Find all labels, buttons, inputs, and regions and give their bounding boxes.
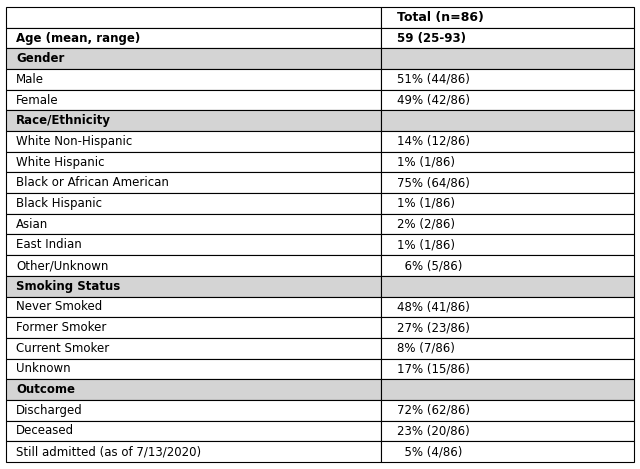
Text: 75% (64/86): 75% (64/86) — [397, 176, 470, 189]
Text: East Indian: East Indian — [16, 238, 82, 251]
Bar — [381, 421, 634, 441]
Text: Female: Female — [16, 94, 59, 106]
Text: White Hispanic: White Hispanic — [16, 156, 104, 169]
Text: Race/Ethnicity: Race/Ethnicity — [16, 114, 111, 127]
Text: 48% (41/86): 48% (41/86) — [397, 300, 470, 313]
Text: 27% (23/86): 27% (23/86) — [397, 321, 470, 334]
Text: Total (n=86): Total (n=86) — [397, 11, 484, 24]
Text: Asian: Asian — [16, 218, 48, 231]
Text: Still admitted (as of 7/13/2020): Still admitted (as of 7/13/2020) — [16, 445, 201, 458]
Text: Gender: Gender — [16, 52, 65, 65]
Bar — [6, 359, 381, 379]
Bar — [6, 234, 381, 255]
Bar — [381, 276, 634, 296]
Bar — [381, 173, 634, 193]
Bar — [381, 234, 634, 255]
Bar — [6, 400, 381, 421]
Bar — [6, 28, 381, 48]
Bar — [381, 7, 634, 28]
Text: 2% (2/86): 2% (2/86) — [397, 218, 455, 231]
Bar — [6, 214, 381, 234]
Text: White Non-Hispanic: White Non-Hispanic — [16, 135, 132, 148]
Bar — [6, 296, 381, 317]
Bar — [381, 400, 634, 421]
Text: 1% (1/86): 1% (1/86) — [397, 197, 455, 210]
Text: 23% (20/86): 23% (20/86) — [397, 424, 470, 438]
Text: 1% (1/86): 1% (1/86) — [397, 238, 455, 251]
Bar — [6, 131, 381, 152]
Bar — [381, 69, 634, 90]
Text: 6% (5/86): 6% (5/86) — [397, 259, 462, 272]
Bar — [381, 193, 634, 214]
Bar — [6, 110, 381, 131]
Bar — [381, 359, 634, 379]
Text: Current Smoker: Current Smoker — [16, 342, 109, 355]
Text: 17% (15/86): 17% (15/86) — [397, 363, 470, 375]
Text: 5% (4/86): 5% (4/86) — [397, 445, 462, 458]
Bar — [6, 7, 381, 28]
Bar — [6, 173, 381, 193]
Text: Deceased: Deceased — [16, 424, 74, 438]
Text: Former Smoker: Former Smoker — [16, 321, 106, 334]
Bar — [6, 193, 381, 214]
Bar — [6, 69, 381, 90]
Bar — [381, 90, 634, 110]
Text: 59 (25-93): 59 (25-93) — [397, 31, 466, 45]
Text: Black or African American: Black or African American — [16, 176, 169, 189]
Bar — [381, 255, 634, 276]
Bar — [6, 379, 381, 400]
Text: Age (mean, range): Age (mean, range) — [16, 31, 140, 45]
Bar — [381, 441, 634, 462]
Bar — [6, 421, 381, 441]
Bar — [381, 110, 634, 131]
Bar — [381, 152, 634, 173]
Bar — [381, 317, 634, 338]
Bar — [6, 317, 381, 338]
Bar — [6, 255, 381, 276]
Text: Discharged: Discharged — [16, 404, 83, 417]
Bar — [381, 296, 634, 317]
Text: 1% (1/86): 1% (1/86) — [397, 156, 455, 169]
Bar — [381, 48, 634, 69]
Bar — [6, 338, 381, 359]
Bar — [381, 131, 634, 152]
Bar — [6, 441, 381, 462]
Text: 49% (42/86): 49% (42/86) — [397, 94, 470, 106]
Bar — [6, 276, 381, 296]
Bar — [381, 214, 634, 234]
Text: Never Smoked: Never Smoked — [16, 300, 102, 313]
Bar — [381, 379, 634, 400]
Text: 8% (7/86): 8% (7/86) — [397, 342, 454, 355]
Text: Unknown: Unknown — [16, 363, 70, 375]
Text: 72% (62/86): 72% (62/86) — [397, 404, 470, 417]
Bar — [381, 28, 634, 48]
Text: Black Hispanic: Black Hispanic — [16, 197, 102, 210]
Text: Male: Male — [16, 73, 44, 86]
Bar — [6, 152, 381, 173]
Bar — [381, 338, 634, 359]
Bar — [6, 90, 381, 110]
Text: Outcome: Outcome — [16, 383, 75, 396]
Text: 51% (44/86): 51% (44/86) — [397, 73, 470, 86]
Text: 14% (12/86): 14% (12/86) — [397, 135, 470, 148]
Bar — [6, 48, 381, 69]
Text: Smoking Status: Smoking Status — [16, 280, 120, 293]
Text: Other/Unknown: Other/Unknown — [16, 259, 108, 272]
